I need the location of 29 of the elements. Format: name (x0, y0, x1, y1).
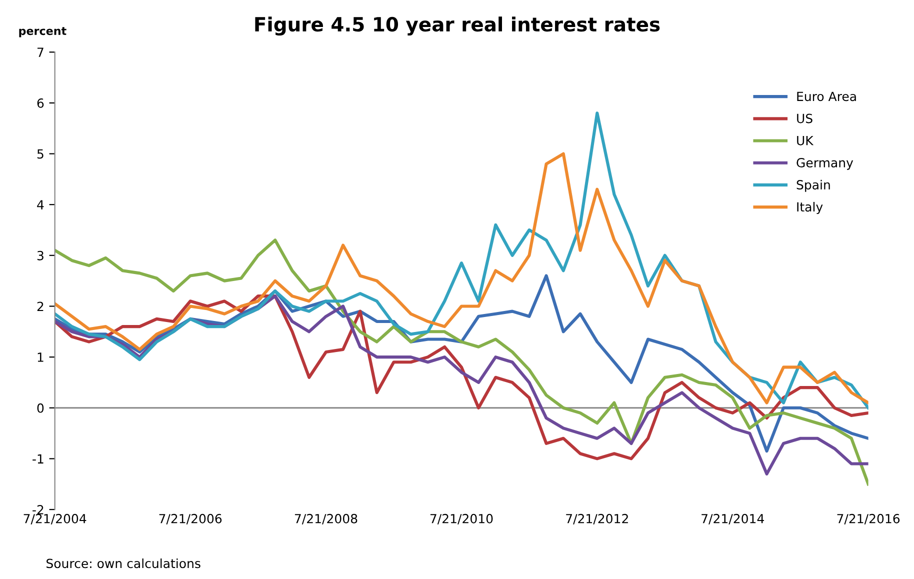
line-series (54, 238, 868, 486)
y-tick-label: 6 (37, 98, 44, 108)
y-tick-label: -2 (32, 504, 44, 514)
y-tick-label: 4 (37, 200, 44, 210)
x-tick-label: 7/21/2004 (24, 514, 86, 524)
legend-label: Italy (797, 202, 823, 214)
x-tick-label: 7/21/2014 (702, 514, 764, 524)
y-tick-label: 1 (38, 352, 44, 362)
y-tick-label: -1 (32, 454, 44, 464)
line-series (54, 152, 868, 404)
y-tick-label: 3 (37, 250, 44, 260)
legend-label: US (797, 114, 812, 124)
x-tick-label: 7/21/2008 (294, 514, 358, 524)
legend-label: UK (797, 136, 814, 146)
legend-label: Germany (796, 158, 854, 170)
x-tick-label: 7/21/2010 (430, 514, 493, 524)
line-series (54, 112, 868, 410)
y-tick-label: 0 (37, 403, 44, 413)
y-axis-title: percent (19, 27, 66, 38)
y-tick-label: 7 (37, 48, 44, 57)
legend-label: Spain (796, 180, 830, 192)
x-tick-label: 7/21/2012 (566, 514, 628, 524)
source-note: Source: own calculations (46, 558, 200, 568)
y-tick-label: 2 (37, 302, 44, 311)
chart-title: Figure 4.5 10 year real interest rates (255, 16, 660, 36)
x-tick-label: 7/21/2016 (837, 514, 900, 524)
x-tick-label: 7/21/2006 (159, 514, 222, 524)
legend-label: Euro Area (797, 92, 856, 102)
y-tick-label: 5 (37, 149, 44, 159)
